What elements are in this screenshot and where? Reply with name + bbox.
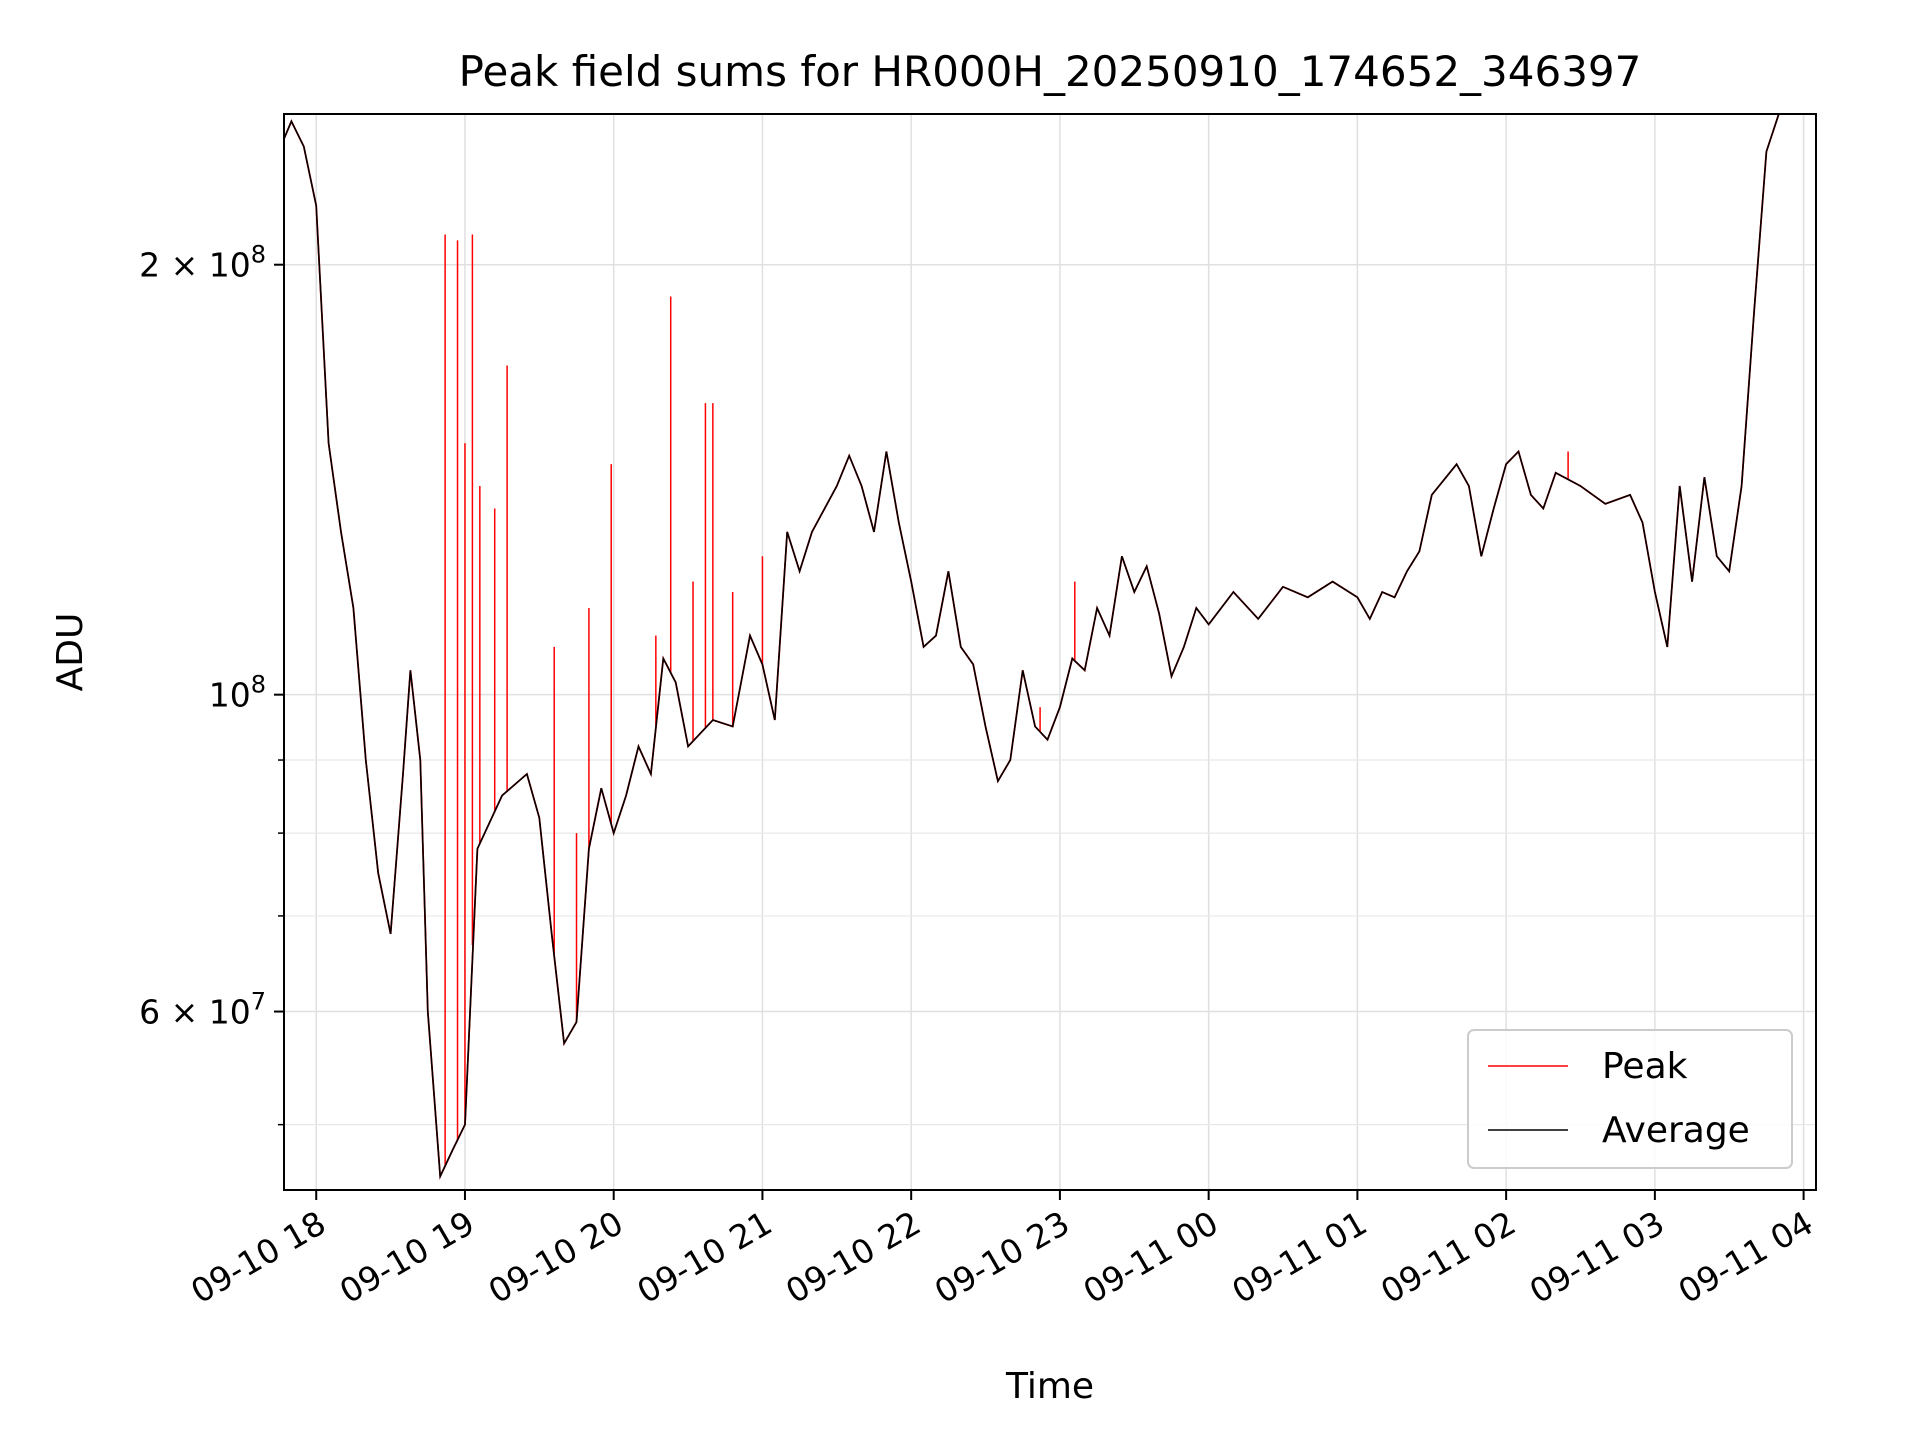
x-tick-label: 09-11 01: [1225, 1203, 1373, 1311]
series-peak: [283, 113, 1804, 1180]
y-axis-label: ADU: [50, 613, 91, 692]
x-tick-label: 09-10 21: [630, 1203, 778, 1311]
plot-frame: [283, 113, 1817, 1191]
x-tick-label: 09-10 19: [333, 1203, 481, 1311]
x-tick-label: 09-11 03: [1523, 1203, 1671, 1311]
average-line: [283, 113, 1804, 1180]
legend: Peak Average: [1467, 1029, 1793, 1169]
chart-title: Peak field sums for HR000H_20250910_1746…: [459, 47, 1642, 96]
peak-line: [283, 113, 1804, 1180]
x-tick-label: 09-10 20: [482, 1203, 630, 1311]
grid: [284, 114, 1816, 1190]
series-group: [283, 113, 1804, 1180]
series-average: [283, 113, 1804, 1180]
x-tick-label: 09-10 23: [928, 1203, 1076, 1311]
legend-label-peak: Peak: [1602, 1046, 1688, 1087]
y-tick-label: 108: [209, 671, 266, 715]
x-tick-label: 09-10 22: [779, 1203, 927, 1311]
x-tick-label: 09-11 02: [1374, 1203, 1522, 1311]
x-axis-label: Time: [1005, 1366, 1094, 1407]
x-tick-label: 09-10 18: [184, 1203, 332, 1311]
legend-label-average: Average: [1602, 1110, 1750, 1151]
y-tick-label: 6 × 107: [139, 988, 266, 1032]
legend-box: [1467, 1029, 1793, 1169]
y-tick-label: 2 × 108: [139, 241, 266, 285]
x-tick-label: 09-11 04: [1672, 1203, 1820, 1311]
x-tick-label: 09-11 00: [1077, 1203, 1225, 1311]
